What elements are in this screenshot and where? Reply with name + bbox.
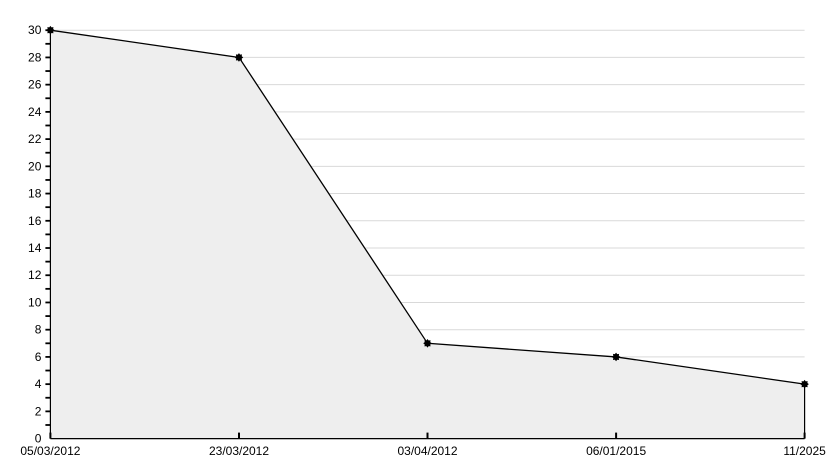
svg-text:20: 20	[28, 159, 42, 173]
svg-text:24: 24	[28, 105, 42, 119]
svg-text:05/03/2012: 05/03/2012	[20, 444, 80, 458]
svg-text:10: 10	[28, 295, 42, 309]
svg-text:14: 14	[28, 241, 42, 255]
svg-text:11/2025: 11/2025	[783, 444, 826, 458]
svg-text:6: 6	[35, 350, 42, 364]
svg-text:12: 12	[28, 268, 42, 282]
svg-text:06/01/2015: 06/01/2015	[586, 444, 646, 458]
svg-text:2: 2	[35, 404, 42, 418]
svg-text:16: 16	[28, 214, 42, 228]
svg-text:23/03/2012: 23/03/2012	[209, 444, 269, 458]
svg-text:03/04/2012: 03/04/2012	[397, 444, 457, 458]
svg-text:26: 26	[28, 78, 42, 92]
svg-text:8: 8	[35, 323, 42, 337]
svg-text:18: 18	[28, 187, 42, 201]
svg-text:4: 4	[35, 377, 42, 391]
svg-text:28: 28	[28, 50, 42, 64]
svg-text:30: 30	[28, 23, 42, 37]
svg-text:22: 22	[28, 132, 42, 146]
